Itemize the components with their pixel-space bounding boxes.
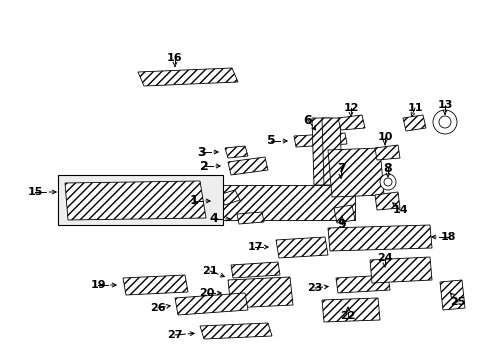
Polygon shape [369,257,431,283]
Polygon shape [218,190,240,205]
Polygon shape [321,298,379,322]
Polygon shape [138,68,238,86]
Polygon shape [337,115,364,130]
Text: 7: 7 [336,162,345,175]
Polygon shape [321,118,341,185]
Polygon shape [311,118,331,185]
Text: 23: 23 [306,283,322,293]
Text: 12: 12 [343,103,358,113]
Polygon shape [293,133,346,147]
Text: 5: 5 [266,135,275,148]
Polygon shape [333,205,354,223]
Text: 10: 10 [377,132,392,142]
Circle shape [383,178,391,186]
Text: 19: 19 [90,280,105,290]
Polygon shape [237,212,264,224]
Text: 15: 15 [27,187,42,197]
Polygon shape [374,192,399,210]
Polygon shape [327,148,383,197]
Polygon shape [227,157,267,175]
Polygon shape [335,275,389,293]
Polygon shape [224,146,247,158]
Text: 9: 9 [337,217,346,230]
Text: 1: 1 [189,194,198,207]
Circle shape [432,110,456,134]
Text: 2: 2 [199,159,208,172]
Circle shape [379,174,395,190]
Polygon shape [227,277,292,308]
Text: 25: 25 [449,297,465,307]
Polygon shape [275,237,327,258]
Text: 20: 20 [199,288,214,298]
Polygon shape [175,293,247,315]
Text: 26: 26 [150,303,165,313]
Text: 16: 16 [167,53,183,63]
Text: 14: 14 [391,205,407,215]
Polygon shape [65,181,205,220]
Text: 22: 22 [340,311,355,321]
Polygon shape [230,262,280,278]
Text: 27: 27 [167,330,183,340]
Text: 3: 3 [197,145,206,158]
Text: 4: 4 [209,212,218,225]
Text: 13: 13 [436,100,452,110]
Polygon shape [439,280,464,310]
Circle shape [438,116,450,128]
Text: 21: 21 [202,266,217,276]
Polygon shape [374,145,399,160]
Bar [58,175,223,225]
Text: 8: 8 [383,162,391,175]
Text: 18: 18 [439,232,455,242]
Polygon shape [402,115,425,131]
Text: 6: 6 [303,113,312,126]
Text: 17: 17 [247,242,262,252]
Text: 24: 24 [376,253,392,263]
Polygon shape [200,323,271,339]
Polygon shape [327,225,431,251]
Polygon shape [123,275,187,295]
Text: 11: 11 [407,103,422,113]
Polygon shape [220,185,354,220]
